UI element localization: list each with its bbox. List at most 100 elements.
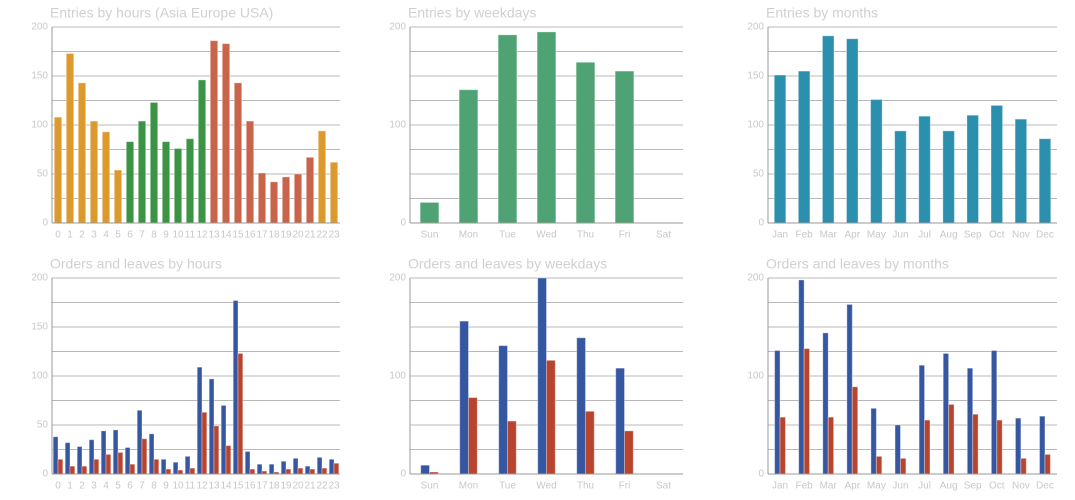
bar (148, 433, 155, 475)
x-tick-label: Aug (940, 481, 958, 492)
x-tick-label: 0 (55, 481, 61, 492)
bar (614, 70, 635, 224)
y-tick-label: 0 (758, 469, 764, 480)
chart-title: Orders and leaves by weekdays (408, 256, 607, 272)
bar (1039, 415, 1046, 475)
x-tick-label: 5 (115, 481, 121, 492)
chart-title: Orders and leaves by hours (50, 256, 222, 272)
bar (333, 462, 340, 475)
bar (125, 141, 135, 224)
bar (948, 403, 955, 475)
chart-title: Orders and leaves by months (766, 256, 949, 272)
x-tick-label: 21 (304, 481, 316, 492)
bar (177, 469, 184, 475)
bar (136, 409, 143, 475)
x-tick-label: 2 (79, 481, 85, 492)
y-tick-label: 0 (400, 469, 406, 480)
x-tick-label: Jan (772, 230, 788, 241)
y-tick-label: 200 (389, 22, 406, 33)
bar (990, 350, 998, 475)
y-tick-label: 200 (389, 273, 406, 284)
bar (297, 467, 304, 475)
bar (137, 120, 147, 224)
x-tick-label: Dec (1036, 481, 1054, 492)
bar (774, 350, 781, 475)
x-tick-label: Oct (989, 230, 1005, 241)
bar (966, 114, 979, 224)
bar (165, 468, 172, 475)
x-tick-label: Jun (892, 230, 908, 241)
bar (942, 130, 955, 224)
x-tick-label: Nov (1012, 481, 1030, 492)
bar (822, 332, 829, 475)
bar (1014, 118, 1028, 224)
bar (537, 277, 547, 475)
bar (498, 345, 509, 475)
bar (129, 463, 136, 475)
bar (1020, 457, 1027, 475)
y-tick-label: 200 (747, 273, 764, 284)
y-tick-label: 50 (753, 169, 765, 180)
x-tick-label: Sun (421, 230, 439, 241)
bar (101, 131, 111, 224)
bar (803, 348, 811, 475)
x-tick-label: Jan (772, 481, 788, 492)
bar (225, 445, 232, 475)
bar (304, 465, 311, 475)
bar (141, 438, 148, 475)
y-tick-label: 50 (37, 169, 49, 180)
x-tick-label: Mon (459, 481, 478, 492)
x-tick-label: May (867, 230, 886, 241)
bar (317, 130, 327, 224)
x-tick-label: Thu (577, 230, 594, 241)
bar (870, 407, 877, 475)
y-tick-label: 0 (400, 218, 406, 229)
x-tick-label: 10 (172, 481, 184, 492)
y-tick-label: 200 (31, 273, 48, 284)
x-tick-label: Fri (619, 481, 631, 492)
bar (237, 352, 244, 475)
bar (966, 367, 974, 475)
bar (851, 386, 859, 475)
x-tick-label: Wed (536, 230, 556, 241)
bar (918, 364, 926, 475)
bar (124, 447, 131, 475)
bar (773, 74, 787, 224)
bar (77, 82, 87, 224)
x-tick-label: 22 (316, 481, 328, 492)
bar (208, 378, 215, 475)
bar (105, 453, 112, 475)
x-tick-label: 21 (304, 230, 316, 241)
y-tick-label: 100 (31, 120, 48, 131)
x-tick-label: 19 (280, 230, 292, 241)
bar (269, 181, 279, 224)
bar (918, 115, 931, 224)
bar (280, 460, 287, 475)
bar (292, 457, 299, 475)
bar (1044, 453, 1051, 475)
bar (546, 359, 556, 475)
bar (293, 173, 303, 224)
x-tick-label: 20 (292, 481, 304, 492)
bar (870, 99, 883, 224)
bar (305, 156, 315, 224)
x-tick-label: Tue (499, 230, 516, 241)
x-tick-label: Sun (421, 481, 439, 492)
bar (52, 436, 59, 475)
bar (316, 456, 323, 475)
x-tick-label: 0 (55, 230, 61, 241)
bar (209, 40, 219, 224)
x-tick-label: 15 (232, 230, 244, 241)
bar (244, 450, 251, 475)
x-tick-label: 3 (91, 481, 97, 492)
y-tick-label: 50 (37, 420, 49, 431)
bar (585, 410, 595, 475)
bar (420, 464, 431, 475)
x-tick-label: 18 (268, 481, 280, 492)
x-tick-label: 20 (292, 230, 304, 241)
x-tick-label: Thu (577, 481, 594, 492)
chart-title: Entries by weekdays (408, 5, 536, 21)
bar (309, 468, 316, 475)
bar (779, 416, 786, 475)
